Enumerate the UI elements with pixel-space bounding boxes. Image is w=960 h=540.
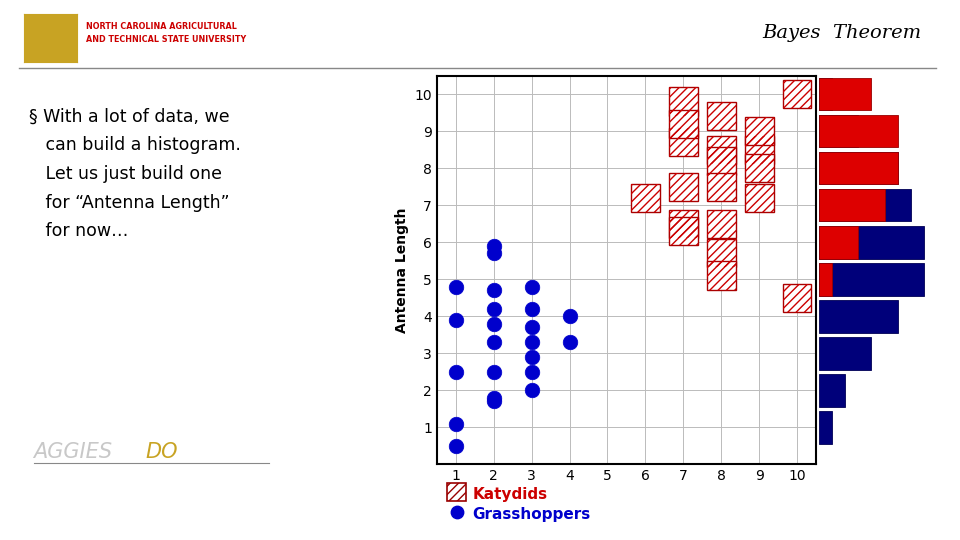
Bar	[819, 226, 858, 259]
Bar	[707, 210, 735, 238]
Bar	[819, 189, 911, 221]
Bar	[707, 136, 735, 164]
Bar	[707, 147, 735, 175]
Point	[448, 420, 464, 428]
Point	[448, 316, 464, 325]
Point	[448, 442, 464, 450]
Point	[524, 323, 540, 332]
Bar	[707, 173, 735, 201]
Bar	[819, 337, 872, 369]
Bar	[669, 128, 698, 156]
Point	[524, 282, 540, 291]
Bar	[669, 173, 698, 201]
Bar	[669, 217, 698, 245]
Text: Katydids: Katydids	[472, 487, 547, 502]
Bar	[745, 184, 774, 212]
Bar	[819, 374, 845, 407]
Bar	[819, 115, 898, 147]
Bar	[707, 210, 735, 238]
Point	[448, 368, 464, 376]
Bar	[745, 184, 774, 212]
Point	[486, 338, 501, 347]
Point	[524, 353, 540, 361]
Bar	[819, 152, 898, 185]
Bar	[707, 136, 735, 164]
Bar	[819, 152, 898, 185]
Point	[486, 286, 501, 295]
Point	[486, 397, 501, 406]
Point	[524, 386, 540, 395]
Bar	[669, 210, 698, 238]
Bar	[707, 239, 735, 267]
Text: § With a lot of data, we
   can build a histogram.
   Let us just build one
   f: § With a lot of data, we can build a his…	[29, 108, 241, 240]
Point	[486, 241, 501, 250]
Text: DO: DO	[146, 442, 179, 462]
Bar	[669, 210, 698, 238]
Bar	[782, 284, 811, 312]
Bar	[707, 147, 735, 175]
Point	[524, 368, 540, 376]
Text: AGGIES: AGGIES	[34, 442, 112, 462]
Bar	[669, 87, 698, 116]
Bar	[745, 117, 774, 145]
Bar	[669, 173, 698, 201]
Point	[524, 305, 540, 313]
Text: Bayes  Theorem: Bayes Theorem	[762, 24, 922, 42]
Bar	[819, 411, 832, 444]
Bar	[707, 261, 735, 289]
Bar	[669, 87, 698, 116]
Bar	[745, 136, 774, 164]
Bar	[707, 102, 735, 130]
Point	[562, 338, 577, 347]
Y-axis label: Antenna Length: Antenna Length	[395, 207, 409, 333]
Point	[562, 312, 577, 321]
Bar	[669, 110, 698, 138]
Bar	[669, 128, 698, 156]
Bar	[631, 184, 660, 212]
Bar	[669, 217, 698, 245]
Point	[486, 368, 501, 376]
Text: NORTH CAROLINA AGRICULTURAL
AND TECHNICAL STATE UNIVERSITY: NORTH CAROLINA AGRICULTURAL AND TECHNICA…	[86, 22, 247, 44]
Bar	[819, 189, 884, 221]
Bar	[819, 78, 872, 110]
Bar	[819, 263, 924, 295]
Bar	[819, 115, 858, 147]
Bar	[745, 117, 774, 145]
Point	[486, 305, 501, 313]
Bar	[631, 184, 660, 212]
Point	[486, 319, 501, 328]
Bar	[819, 78, 832, 110]
Text: Grasshoppers: Grasshoppers	[472, 507, 590, 522]
Bar	[707, 261, 735, 289]
Bar	[782, 284, 811, 312]
Point	[486, 249, 501, 258]
Point	[486, 394, 501, 402]
Point	[448, 282, 464, 291]
Bar	[819, 263, 832, 295]
Bar	[707, 102, 735, 130]
Bar	[782, 80, 811, 108]
Point	[449, 508, 465, 516]
Bar	[707, 173, 735, 201]
Bar	[819, 226, 924, 259]
Bar	[819, 300, 898, 333]
Bar	[782, 80, 811, 108]
Bar	[745, 154, 774, 182]
Point	[524, 338, 540, 347]
Bar	[745, 154, 774, 182]
Bar	[707, 239, 735, 267]
Bar	[745, 136, 774, 164]
Bar	[669, 110, 698, 138]
